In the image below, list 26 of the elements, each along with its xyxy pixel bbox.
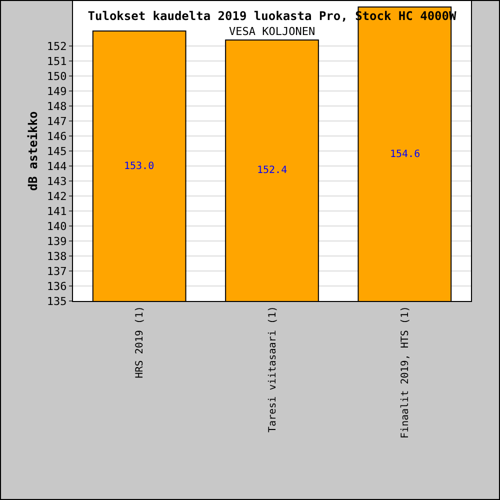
y-tick-label: 143 [46,174,67,188]
data-label: 154.6 [390,149,420,160]
y-tick-label: 151 [46,54,67,68]
y-tick-label: 142 [46,190,67,203]
y-tick-label: 146 [46,130,67,143]
y-tick-label: 145 [46,144,67,158]
y-axis-title: dB asteikko [26,111,40,191]
x-tick-label: Taresi viitasaari (1) [267,306,278,432]
x-tick-label: HRS 2019 (1) [134,306,146,378]
text: VESA KOLJONEN [229,25,316,38]
y-tick-label: 141 [46,204,67,218]
data-label: 152.4 [257,165,288,176]
y-tick-label: 138 [46,250,67,263]
y-tick-label: 147 [46,114,67,128]
y-tick-label: 152 [46,40,67,53]
y-tick-label: 136 [46,280,67,293]
y-tick-label: 139 [46,234,67,248]
y-tick-label: 148 [46,100,67,113]
y-tick-label: 140 [46,220,67,233]
y-tick-label: 150 [46,70,67,83]
y-tick-label: 135 [46,294,67,308]
y-tick-label: 144 [46,160,68,173]
y-tick-label: 137 [46,264,67,278]
x-tick-label: Finaalit 2019, HTS (1) [400,306,411,438]
y-tick-label: 149 [46,84,67,98]
data-label: 153.0 [124,161,154,172]
